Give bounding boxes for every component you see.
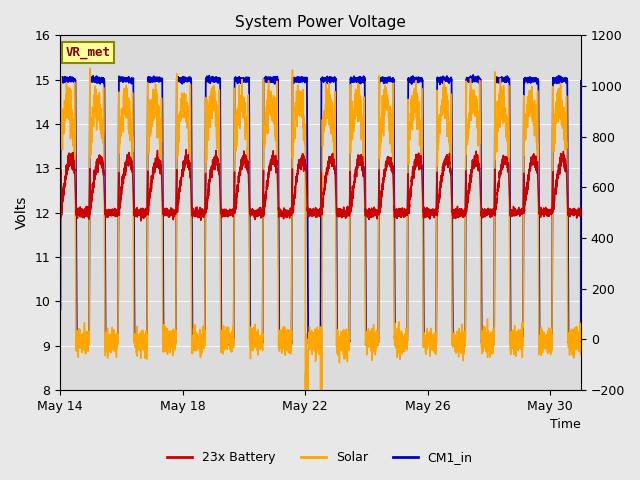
Legend: 23x Battery, Solar, CM1_in: 23x Battery, Solar, CM1_in (163, 446, 477, 469)
Y-axis label: Volts: Volts (15, 196, 29, 229)
Text: VR_met: VR_met (65, 46, 110, 59)
Title: System Power Voltage: System Power Voltage (235, 15, 406, 30)
X-axis label: Time: Time (550, 419, 581, 432)
